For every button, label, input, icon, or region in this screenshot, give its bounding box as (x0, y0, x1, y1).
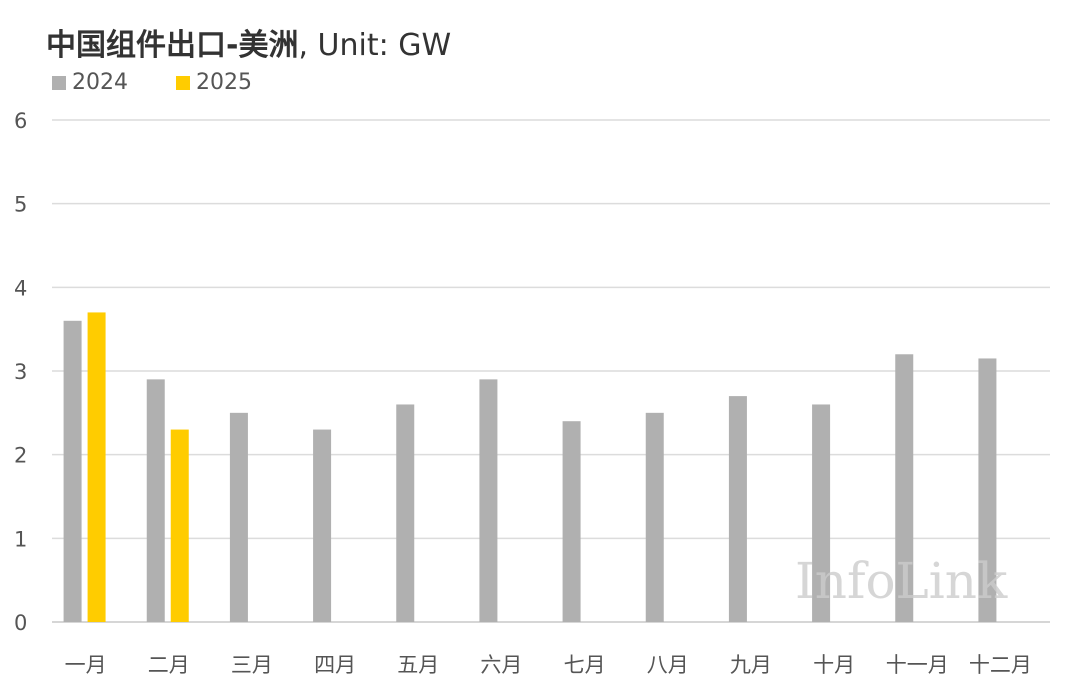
x-tick-label: 十月 (813, 653, 855, 677)
bar-2025-2 (170, 429, 189, 622)
y-tick-label: 6 (14, 109, 27, 133)
y-tick-label: 5 (14, 193, 27, 217)
legend-swatch-2024 (52, 75, 66, 90)
chart-title-main: 中国组件出口-美洲 (46, 28, 299, 63)
legend-item-2025: 2025 (176, 70, 252, 95)
y-tick-label: 0 (14, 611, 27, 635)
x-tick-label: 六月 (480, 653, 522, 677)
bar-2024-6 (479, 379, 498, 622)
x-tick-label: 七月 (564, 653, 606, 677)
legend-label-2024: 2024 (72, 70, 128, 95)
x-tick-label: 十二月 (969, 653, 1032, 677)
bar-2024-2 (146, 379, 165, 622)
bar-2024-11 (895, 354, 914, 622)
bar-2024-12 (978, 358, 997, 622)
legend-label-2025: 2025 (196, 70, 252, 95)
bar-2024-5 (396, 404, 415, 622)
x-tick-label: 四月 (314, 653, 356, 677)
bar-2024-7 (562, 421, 581, 622)
chart-title-unit: , Unit: GW (298, 28, 452, 63)
bar-2024-8 (645, 412, 664, 622)
x-tick-label: 十一月 (886, 653, 949, 677)
watermark-logo: InfoLink (795, 552, 1008, 610)
bar-2025-1 (87, 312, 106, 622)
bar-2024-4 (313, 429, 332, 622)
bar-2024-9 (728, 396, 747, 622)
y-tick-label: 4 (14, 276, 27, 300)
x-tick-label: 五月 (397, 653, 439, 677)
legend-item-2024: 2024 (52, 70, 128, 95)
x-tick-label: 一月 (65, 653, 107, 677)
x-tick-label: 三月 (231, 653, 273, 677)
y-tick-label: 3 (14, 360, 27, 384)
y-tick-label: 2 (14, 444, 27, 468)
x-tick-label: 八月 (647, 653, 689, 677)
legend-swatch-2025 (176, 75, 190, 90)
y-tick-label: 1 (14, 527, 27, 551)
bar-2024-3 (229, 412, 248, 622)
chart-title: 中国组件出口-美洲, Unit: GW (46, 20, 451, 64)
bar-2024-10 (812, 404, 831, 622)
x-tick-label: 二月 (148, 653, 190, 677)
x-tick-label: 九月 (730, 653, 772, 677)
bar-2024-1 (63, 320, 82, 622)
